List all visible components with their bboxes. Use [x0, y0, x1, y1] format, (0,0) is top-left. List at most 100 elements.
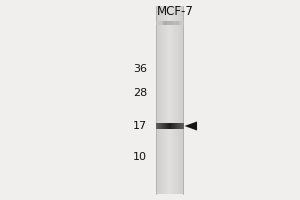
Bar: [173, 6, 174, 194]
Bar: [172, 6, 173, 194]
Bar: [171, 6, 172, 194]
Bar: [179, 123, 181, 129]
Bar: [169, 123, 170, 129]
Bar: [167, 123, 168, 129]
Bar: [167, 21, 168, 25]
Bar: [176, 21, 177, 25]
Bar: [181, 6, 182, 194]
Bar: [158, 21, 159, 25]
Bar: [176, 123, 177, 129]
Bar: [157, 123, 158, 129]
Bar: [181, 21, 182, 25]
Bar: [170, 123, 171, 129]
Bar: [170, 123, 172, 129]
Text: 17: 17: [133, 121, 147, 131]
Bar: [178, 21, 179, 25]
Bar: [176, 21, 178, 25]
Bar: [177, 6, 178, 194]
Bar: [166, 21, 167, 25]
Bar: [158, 6, 159, 194]
Bar: [182, 21, 183, 25]
Bar: [181, 6, 182, 194]
Bar: [178, 6, 179, 194]
Bar: [165, 6, 166, 194]
Bar: [168, 6, 169, 194]
Bar: [172, 123, 173, 129]
Bar: [170, 6, 171, 194]
Bar: [159, 6, 160, 194]
Bar: [173, 21, 174, 25]
Bar: [182, 123, 183, 129]
Bar: [167, 6, 168, 194]
Bar: [156, 21, 157, 25]
Bar: [171, 21, 172, 25]
Bar: [178, 6, 179, 194]
Bar: [180, 21, 181, 25]
Bar: [156, 123, 157, 129]
Bar: [179, 123, 180, 129]
Bar: [168, 123, 169, 129]
Bar: [159, 6, 160, 194]
Text: MCF-7: MCF-7: [157, 5, 194, 18]
Bar: [162, 21, 163, 25]
Bar: [181, 123, 182, 129]
Bar: [164, 123, 165, 129]
Bar: [180, 6, 181, 194]
Bar: [183, 6, 184, 194]
Bar: [158, 6, 159, 194]
Bar: [160, 123, 161, 129]
Bar: [172, 123, 174, 129]
Bar: [159, 123, 160, 129]
Bar: [164, 6, 165, 194]
Bar: [173, 6, 174, 194]
Bar: [157, 6, 158, 194]
Bar: [169, 6, 170, 194]
Bar: [182, 6, 183, 194]
Bar: [160, 123, 161, 129]
Bar: [159, 21, 160, 25]
Text: 36: 36: [133, 64, 147, 74]
Bar: [178, 123, 179, 129]
Bar: [177, 21, 178, 25]
Bar: [180, 123, 181, 129]
Bar: [160, 6, 161, 194]
Bar: [183, 123, 184, 129]
Bar: [163, 123, 164, 129]
Text: 10: 10: [133, 152, 147, 162]
Bar: [164, 21, 165, 25]
Text: 28: 28: [133, 88, 147, 98]
Bar: [158, 123, 159, 129]
Bar: [156, 6, 157, 194]
Bar: [156, 6, 157, 194]
Bar: [162, 6, 163, 194]
Bar: [164, 21, 166, 25]
Bar: [166, 6, 167, 194]
Bar: [177, 6, 178, 194]
Bar: [176, 6, 177, 194]
Bar: [168, 21, 169, 25]
Bar: [182, 6, 183, 194]
Bar: [163, 6, 164, 194]
Bar: [164, 123, 165, 129]
Bar: [163, 21, 164, 25]
Bar: [172, 21, 173, 25]
Bar: [175, 6, 176, 194]
Bar: [160, 6, 161, 194]
Bar: [173, 123, 174, 129]
Bar: [180, 6, 181, 194]
Bar: [171, 123, 172, 129]
Bar: [168, 6, 169, 194]
Bar: [179, 6, 180, 194]
Bar: [182, 123, 183, 129]
Bar: [160, 21, 161, 25]
Bar: [174, 6, 175, 194]
Bar: [179, 21, 181, 25]
Bar: [177, 123, 178, 129]
Bar: [164, 6, 165, 194]
Bar: [166, 123, 167, 129]
Bar: [163, 6, 164, 194]
Bar: [169, 21, 170, 25]
Bar: [165, 6, 166, 194]
Bar: [175, 21, 176, 25]
Bar: [167, 6, 168, 194]
